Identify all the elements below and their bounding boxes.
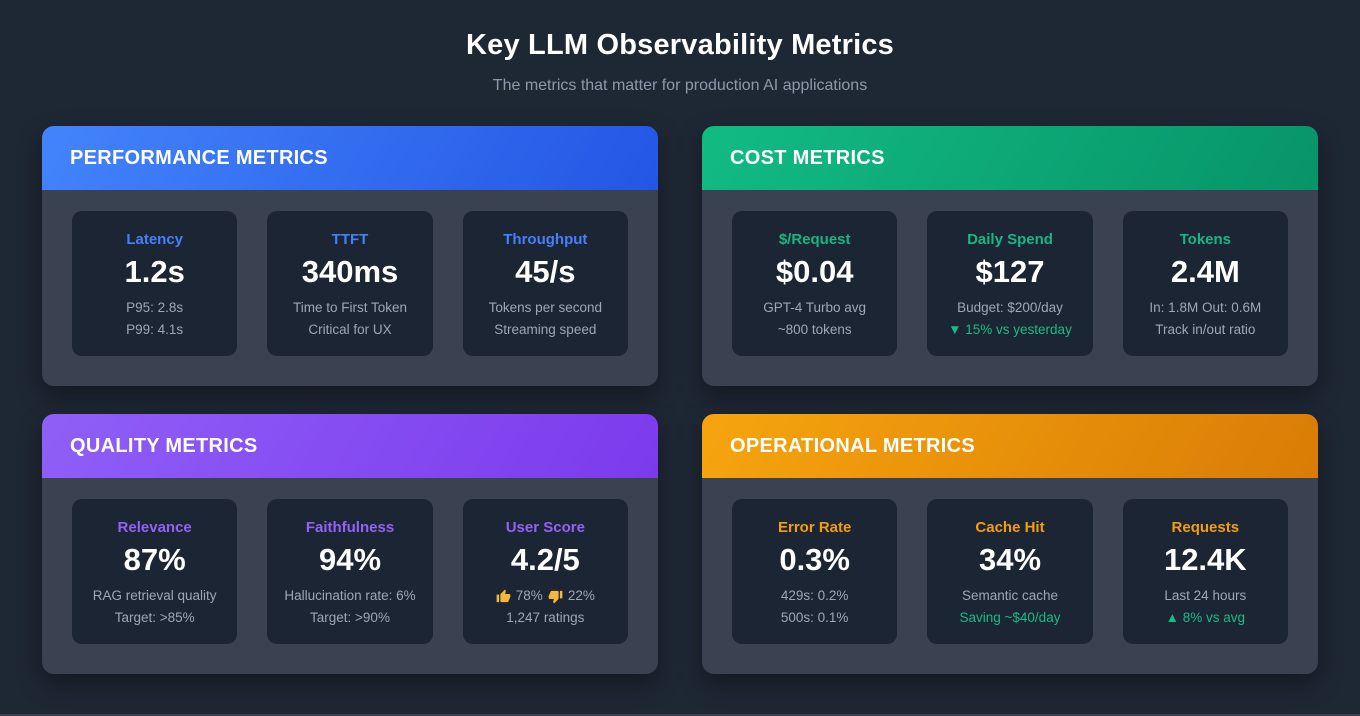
ttft-tile: TTFT 340ms Time to First Token Critical … bbox=[267, 211, 433, 356]
relevance-tile: Relevance 87% RAG retrieval quality Targ… bbox=[72, 499, 238, 644]
requests-value: 12.4K bbox=[1163, 542, 1247, 577]
cost-metrics-card: COST METRICS $/Request $0.04 GPT-4 Turbo… bbox=[702, 126, 1318, 386]
operational-card-title: OPERATIONAL METRICS bbox=[730, 434, 975, 457]
relevance-value: 87% bbox=[123, 542, 186, 577]
user-score-ratings-row: 78% 22% bbox=[463, 585, 628, 607]
user-score-tile: User Score 4.2/5 78% 22% 1,247 ratings bbox=[462, 499, 628, 644]
error-rate-label: Error Rate bbox=[777, 519, 852, 536]
relevance-label: Relevance bbox=[117, 519, 192, 536]
operational-metrics-card: OPERATIONAL METRICS Error Rate 0.3% 429s… bbox=[702, 414, 1318, 674]
faithfulness-value: 94% bbox=[318, 542, 382, 577]
ttft-sub1: Time to First Token bbox=[292, 300, 408, 315]
quality-card-title: QUALITY METRICS bbox=[70, 434, 258, 457]
thumbs-up-percent: 78% bbox=[515, 588, 543, 603]
thumbs-up-icon bbox=[496, 589, 511, 604]
latency-value: 1.2s bbox=[124, 254, 185, 289]
ttft-sub2: Critical for UX bbox=[308, 322, 392, 337]
throughput-value: 45/s bbox=[515, 254, 576, 289]
faithfulness-sub1: Hallucination rate: 6% bbox=[284, 588, 416, 603]
cost-per-request-sub1: GPT-4 Turbo avg bbox=[763, 300, 867, 315]
latency-sub1: P95: 2.8s bbox=[126, 300, 184, 315]
page-subtitle: The metrics that matter for production A… bbox=[492, 77, 868, 94]
tokens-label: Tokens bbox=[1179, 231, 1232, 248]
relevance-sub2: Target: >85% bbox=[114, 610, 195, 625]
cache-hit-label: Cache Hit bbox=[975, 519, 1045, 536]
daily-spend-trend-down: ▼ 15% vs yesterday bbox=[948, 322, 1072, 337]
latency-label: Latency bbox=[126, 231, 184, 248]
requests-tile: Requests 12.4K Last 24 hours ▲ 8% vs avg bbox=[1122, 499, 1288, 644]
error-rate-sub2: 500s: 0.1% bbox=[780, 610, 849, 625]
performance-metrics-card: PERFORMANCE METRICS Latency 1.2s P95: 2.… bbox=[42, 126, 658, 386]
performance-card-title: PERFORMANCE METRICS bbox=[70, 146, 328, 169]
tokens-sub1: In: 1.8M Out: 0.6M bbox=[1149, 300, 1262, 315]
operational-card-header: OPERATIONAL METRICS bbox=[702, 414, 1318, 478]
cost-per-request-label: $/Request bbox=[778, 231, 851, 248]
thumbs-down-percent: 22% bbox=[567, 588, 595, 603]
quality-card-header: QUALITY METRICS bbox=[42, 414, 658, 478]
requests-label: Requests bbox=[1171, 519, 1240, 536]
daily-spend-tile: Daily Spend $127 Budget: $200/day ▼ 15% … bbox=[927, 211, 1093, 356]
cost-card-body: $/Request $0.04 GPT-4 Turbo avg ~800 tok… bbox=[702, 190, 1318, 386]
faithfulness-label: Faithfulness bbox=[305, 519, 395, 536]
cache-hit-savings: Saving ~$40/day bbox=[959, 610, 1061, 625]
cost-per-request-value: $0.04 bbox=[775, 254, 854, 289]
daily-spend-value: $127 bbox=[975, 254, 1045, 289]
cache-hit-value: 34% bbox=[978, 542, 1042, 577]
user-score-label: User Score bbox=[505, 519, 585, 536]
throughput-sub1: Tokens per second bbox=[488, 300, 602, 315]
throughput-label: Throughput bbox=[503, 231, 588, 248]
daily-spend-label: Daily Spend bbox=[967, 231, 1053, 248]
ttft-value: 340ms bbox=[301, 254, 399, 289]
tokens-value: 2.4M bbox=[1170, 254, 1240, 289]
user-score-value: 4.2/5 bbox=[510, 542, 580, 577]
page-title: Key LLM Observability Metrics bbox=[465, 29, 895, 61]
bottom-edge-divider bbox=[0, 714, 1360, 716]
requests-sub1: Last 24 hours bbox=[1164, 588, 1247, 603]
cache-hit-tile: Cache Hit 34% Semantic cache Saving ~$40… bbox=[927, 499, 1093, 644]
faithfulness-sub2: Target: >90% bbox=[310, 610, 390, 625]
cost-card-title: COST METRICS bbox=[730, 146, 885, 169]
ttft-label: TTFT bbox=[331, 231, 369, 248]
requests-trend-up: ▲ 8% vs avg bbox=[1165, 610, 1246, 625]
faithfulness-tile: Faithfulness 94% Hallucination rate: 6% … bbox=[267, 499, 433, 644]
tokens-tile: Tokens 2.4M In: 1.8M Out: 0.6M Track in/… bbox=[1122, 211, 1288, 356]
error-rate-sub1: 429s: 0.2% bbox=[780, 588, 849, 603]
tokens-sub2: Track in/out ratio bbox=[1155, 322, 1256, 337]
latency-sub2: P99: 4.1s bbox=[126, 322, 184, 337]
throughput-sub2: Streaming speed bbox=[494, 322, 597, 337]
thumbs-down-icon bbox=[548, 589, 563, 604]
relevance-sub1: RAG retrieval quality bbox=[92, 588, 217, 603]
performance-card-body: Latency 1.2s P95: 2.8s P99: 4.1s TTFT 34… bbox=[42, 190, 658, 386]
cost-per-request-tile: $/Request $0.04 GPT-4 Turbo avg ~800 tok… bbox=[732, 211, 898, 356]
throughput-tile: Throughput 45/s Tokens per second Stream… bbox=[462, 211, 628, 356]
metrics-grid: PERFORMANCE METRICS Latency 1.2s P95: 2.… bbox=[42, 126, 1318, 674]
quality-card-body: Relevance 87% RAG retrieval quality Targ… bbox=[42, 478, 658, 674]
daily-spend-sub1: Budget: $200/day bbox=[957, 300, 1063, 315]
error-rate-value: 0.3% bbox=[779, 542, 850, 577]
quality-metrics-card: QUALITY METRICS Relevance 87% RAG retrie… bbox=[42, 414, 658, 674]
performance-card-header: PERFORMANCE METRICS bbox=[42, 126, 658, 190]
operational-card-body: Error Rate 0.3% 429s: 0.2% 500s: 0.1% Ca… bbox=[702, 478, 1318, 674]
user-score-sub2: 1,247 ratings bbox=[506, 610, 585, 625]
cache-hit-sub1: Semantic cache bbox=[961, 588, 1059, 603]
cost-card-header: COST METRICS bbox=[702, 126, 1318, 190]
latency-tile: Latency 1.2s P95: 2.8s P99: 4.1s bbox=[72, 211, 238, 356]
error-rate-tile: Error Rate 0.3% 429s: 0.2% 500s: 0.1% bbox=[732, 499, 898, 644]
cost-per-request-sub2: ~800 tokens bbox=[777, 322, 852, 337]
